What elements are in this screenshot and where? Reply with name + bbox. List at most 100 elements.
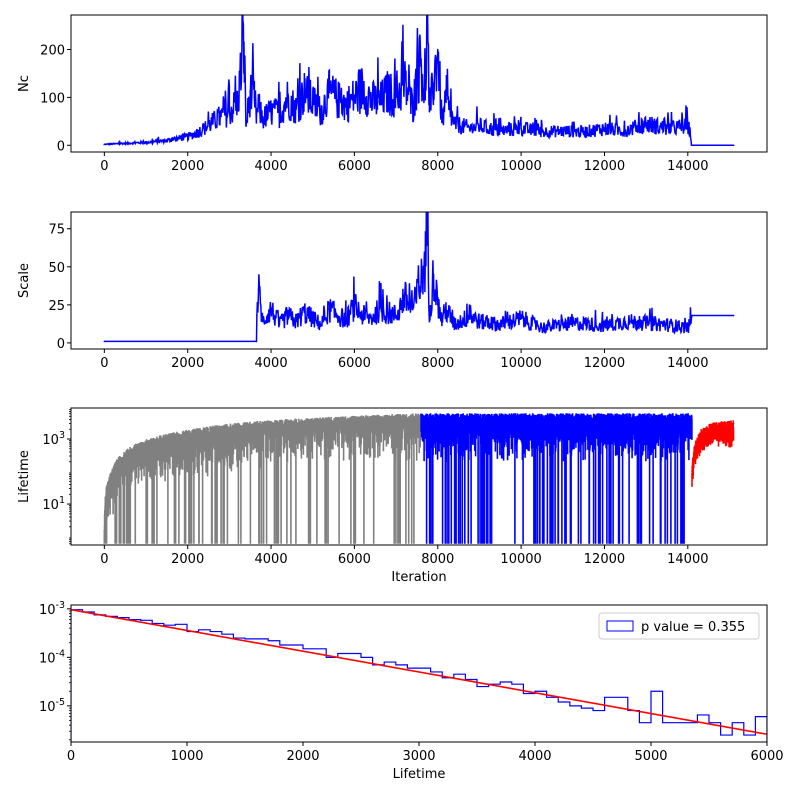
x-axis-label: Lifetime bbox=[393, 767, 446, 782]
data-point bbox=[436, 48, 439, 51]
x-tick-label: 4000 bbox=[255, 356, 288, 371]
lifetime-series-2 bbox=[420, 413, 693, 544]
data-point bbox=[270, 422, 272, 425]
lifetime-series-3 bbox=[691, 420, 735, 487]
data-point bbox=[103, 525, 106, 528]
data-point bbox=[228, 110, 231, 113]
data-point bbox=[270, 308, 272, 311]
data-point bbox=[320, 110, 322, 113]
data-point bbox=[411, 106, 414, 108]
data-point bbox=[257, 106, 260, 108]
data-point bbox=[426, 19, 429, 22]
data-point bbox=[561, 130, 564, 132]
data-point bbox=[370, 317, 372, 320]
data-point bbox=[186, 432, 189, 435]
subplot-2: 0 2000 4000 6000 8000 10000 12000 14000 0 25 50 75 S… bbox=[17, 211, 768, 371]
data-point bbox=[712, 425, 714, 427]
plot-area-4 bbox=[71, 608, 767, 742]
histogram-steps bbox=[71, 609, 767, 742]
data-point bbox=[320, 323, 322, 326]
data-point bbox=[395, 96, 397, 99]
data-point bbox=[386, 91, 389, 94]
y-tick-label: 75 bbox=[48, 223, 65, 238]
data-point bbox=[245, 125, 247, 127]
data-point bbox=[124, 453, 126, 455]
data-point bbox=[145, 442, 147, 444]
data-point bbox=[645, 122, 647, 125]
data-point bbox=[561, 416, 564, 418]
data-point bbox=[236, 101, 239, 103]
x-tick-label: 6000 bbox=[338, 356, 371, 371]
data-point bbox=[520, 127, 522, 130]
x-tick-label: 14000 bbox=[667, 356, 708, 371]
y-axis-label: Scale bbox=[17, 263, 32, 298]
plot-area-3 bbox=[103, 413, 735, 544]
data-point bbox=[253, 96, 256, 99]
x-tick-label: 5000 bbox=[634, 749, 667, 764]
x-tick-label: 12000 bbox=[584, 159, 625, 174]
data-point bbox=[186, 135, 189, 138]
data-point bbox=[603, 127, 606, 130]
data-point bbox=[395, 314, 397, 317]
data-point bbox=[603, 325, 606, 327]
data-point bbox=[295, 108, 297, 111]
x-tick-label: 1000 bbox=[170, 749, 203, 764]
data-point bbox=[582, 131, 585, 133]
data-point bbox=[499, 130, 502, 132]
x-tick-label: 14000 bbox=[667, 552, 708, 567]
data-point bbox=[403, 296, 406, 299]
data-point bbox=[353, 305, 356, 308]
data-point bbox=[386, 311, 389, 314]
x-axis-label: Iteration bbox=[391, 570, 446, 585]
y-tick-label: 103 bbox=[42, 430, 65, 448]
data-point bbox=[328, 91, 331, 94]
data-point bbox=[582, 322, 585, 324]
data-point bbox=[286, 96, 289, 99]
data-point bbox=[261, 320, 264, 323]
data-point bbox=[145, 141, 147, 144]
x-tick-label: 10000 bbox=[500, 356, 541, 371]
x-tick-label: 8000 bbox=[421, 159, 454, 174]
y-tick-label: 10-3 bbox=[39, 600, 65, 618]
x-tick-label: 6000 bbox=[750, 749, 783, 764]
lifetime-series-1 bbox=[103, 413, 422, 544]
data-point bbox=[645, 322, 647, 324]
data-point bbox=[453, 323, 456, 326]
data-point bbox=[520, 416, 522, 418]
data-point bbox=[420, 281, 422, 283]
y-tick-label: 101 bbox=[42, 495, 65, 513]
data-point bbox=[666, 323, 668, 326]
data-point bbox=[345, 103, 347, 106]
data-point bbox=[370, 98, 372, 101]
data-point bbox=[687, 326, 689, 329]
data-point bbox=[420, 58, 422, 60]
x-tick-label: 3000 bbox=[402, 749, 435, 764]
data-point bbox=[103, 143, 106, 146]
x-tick-label: 10000 bbox=[500, 552, 541, 567]
x-tick-label: 8000 bbox=[421, 552, 454, 567]
data-point bbox=[336, 98, 339, 101]
data-point bbox=[361, 87, 364, 89]
plot-area-2 bbox=[103, 212, 735, 343]
data-point bbox=[249, 91, 252, 94]
y-tick-label: 0 bbox=[57, 337, 65, 352]
data-point bbox=[732, 314, 735, 317]
x-tick-label: 4000 bbox=[255, 159, 288, 174]
y-tick-label: 200 bbox=[40, 43, 65, 58]
data-point bbox=[195, 132, 197, 135]
data-point bbox=[124, 142, 126, 145]
data-point bbox=[445, 101, 447, 103]
data-point bbox=[541, 131, 543, 133]
data-point bbox=[111, 470, 114, 473]
data-point bbox=[624, 320, 627, 323]
legend: p value = 0.355 bbox=[598, 612, 760, 640]
data-point bbox=[243, 41, 245, 44]
data-point bbox=[311, 101, 314, 103]
subplot-4: 0 1000 2000 3000 4000 5000 6000 10-5 10-4 10-3 Lif… bbox=[39, 600, 784, 782]
x-tick-label: 4000 bbox=[518, 749, 551, 764]
data-point bbox=[220, 115, 222, 118]
data-point bbox=[691, 314, 693, 317]
y-tick-label: 50 bbox=[48, 261, 65, 276]
data-point bbox=[166, 139, 168, 142]
